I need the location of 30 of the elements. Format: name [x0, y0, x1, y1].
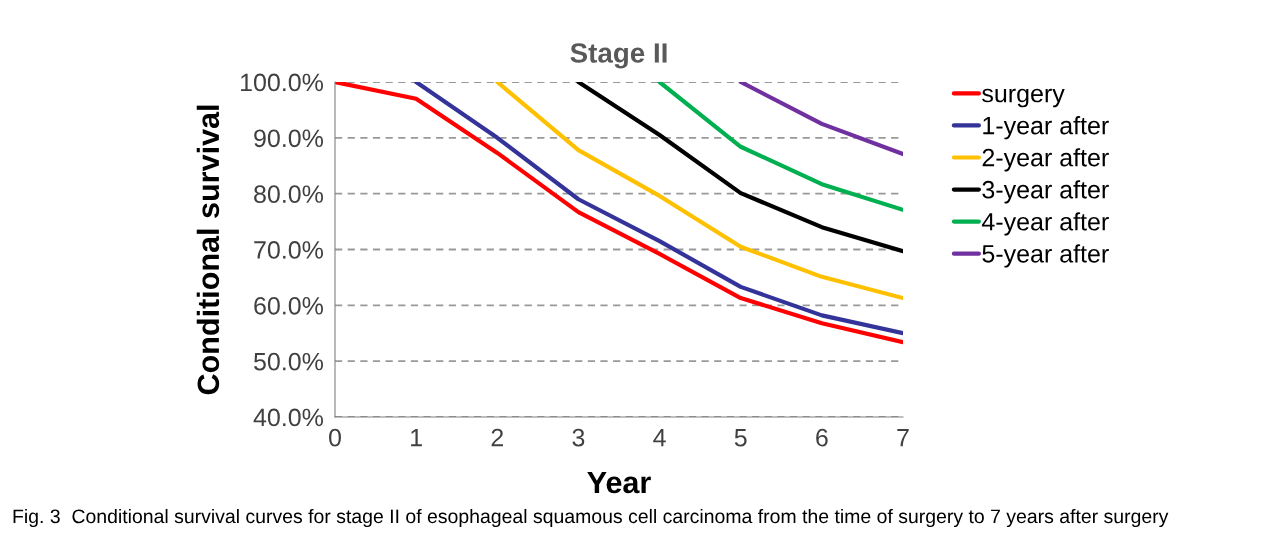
x-tick-label: 2 — [491, 428, 503, 447]
line-series — [576, 82, 903, 254]
line-series — [495, 82, 903, 301]
y-tick-label: 70.0% — [254, 241, 323, 259]
x-tick-label: 4 — [653, 429, 666, 447]
legend-label: 3-year after — [982, 180, 1109, 204]
line-series — [657, 82, 903, 212]
caption: Fig. 3 Conditional survival curves for stage II of esophageal squamous cell carcinoma from the time of surgery to 7 years after surgery — [13, 508, 1169, 528]
legend-label: 1-year after — [983, 116, 1109, 140]
line-series — [335, 82, 903, 345]
x-tick-label: 5 — [734, 429, 747, 447]
y-tick-label: 60.0% — [254, 296, 323, 315]
y-axis-title: Conditional survival — [196, 105, 220, 395]
y-tick-label: 40.0% — [253, 408, 323, 427]
x-axis-title: Year — [587, 471, 651, 494]
line-series — [414, 82, 903, 336]
y-tick-label: 90.0% — [254, 129, 323, 148]
legend-label: surgery — [982, 88, 1065, 108]
x-tick-label: 1 — [411, 429, 422, 447]
x-tick-label: 0 — [329, 428, 341, 447]
legend-label: 4-year after — [981, 212, 1109, 236]
chart-title: Stage II — [570, 43, 667, 69]
x-tick-label: 7 — [897, 429, 909, 447]
y-tick-label: 50.0% — [254, 352, 323, 371]
y-tick-label: 100.0% — [241, 73, 323, 92]
legend-label: 5-year after — [982, 244, 1109, 268]
x-tick-label: 3 — [572, 428, 585, 447]
y-tick-label: 80.0% — [254, 185, 323, 203]
x-tick-label: 6 — [816, 428, 828, 447]
legend-label: 2-year after — [982, 148, 1109, 172]
